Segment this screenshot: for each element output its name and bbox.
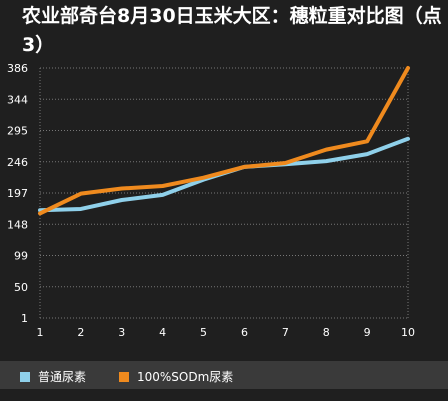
legend-swatch-series-1 xyxy=(20,371,30,382)
x-tick-label: 4 xyxy=(159,326,166,339)
legend-item-series-2: 100%SODm尿素 xyxy=(119,368,233,385)
x-tick-labels: 1 2 3 4 5 6 7 8 9 10 xyxy=(37,326,416,339)
y-tick-label: 1 xyxy=(21,312,28,325)
legend-item-series-1: 普通尿素 xyxy=(20,368,86,385)
bottom-strip xyxy=(0,389,448,401)
legend-swatch-series-2 xyxy=(119,371,129,382)
grid-lines xyxy=(39,67,409,319)
line-chart: 1 50 99 148 197 246 295 344 386 1 2 3 4 5 6 7 8 9 10 xyxy=(7,62,416,339)
series-line-1 xyxy=(38,136,410,213)
legend: 普通尿素 100%SODm尿素 xyxy=(0,361,448,389)
chart-title: 农业部奇台8月30日玉米大区：穗粒重对比图（点3） xyxy=(22,5,442,56)
x-tick-label: 1 xyxy=(37,326,44,339)
y-tick-labels: 1 50 99 148 197 246 295 344 386 xyxy=(7,62,28,325)
x-tick-label: 2 xyxy=(77,326,84,339)
x-tick-label: 8 xyxy=(323,326,330,339)
y-tick-label: 148 xyxy=(7,218,28,231)
x-tick-label: 10 xyxy=(401,326,415,339)
x-tick-label: 6 xyxy=(241,326,248,339)
y-tick-label: 295 xyxy=(7,125,28,138)
y-tick-label: 50 xyxy=(14,281,28,294)
x-tick-label: 5 xyxy=(200,326,207,339)
y-tick-label: 197 xyxy=(7,187,28,200)
y-tick-label: 99 xyxy=(14,250,28,263)
y-tick-label: 344 xyxy=(7,93,28,106)
series-lines xyxy=(38,66,410,216)
y-tick-label: 386 xyxy=(7,62,28,75)
x-tick-label: 9 xyxy=(364,326,371,339)
x-tick-label: 3 xyxy=(118,326,125,339)
legend-label-series-1: 普通尿素 xyxy=(38,370,87,384)
legend-label-series-2: 100%SODm尿素 xyxy=(137,370,234,384)
series-line-2 xyxy=(38,66,410,216)
y-tick-label: 246 xyxy=(7,156,28,169)
x-tick-label: 7 xyxy=(282,326,289,339)
